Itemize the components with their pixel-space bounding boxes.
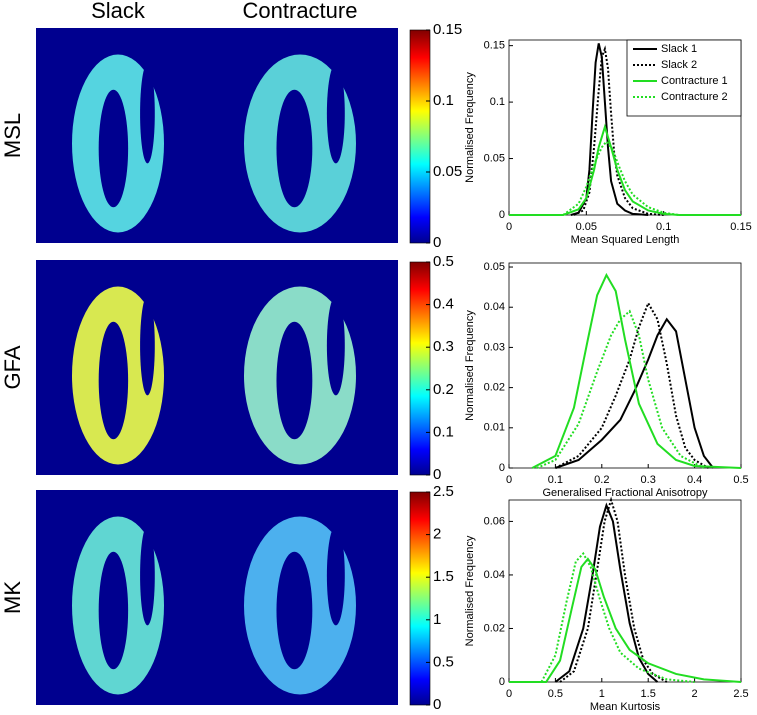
x-tick-label: 0.1 <box>656 221 671 233</box>
colorbar-tick-label: 2 <box>433 526 441 543</box>
colorbar <box>409 29 431 244</box>
series-line <box>540 551 695 683</box>
series-line <box>509 557 742 683</box>
colorbar-tick-label: 0.1 <box>433 423 454 440</box>
series-line <box>562 140 680 216</box>
y-axis-label: Normalised Frequency <box>464 310 476 421</box>
colorbar-tick-label: 0.2 <box>433 381 454 398</box>
x-tick-label: 0.4 <box>687 474 702 486</box>
heart-cavity <box>98 551 129 670</box>
heart-cavity <box>98 89 129 208</box>
legend-label: Contracture 1 <box>661 75 728 87</box>
series-line <box>509 123 741 216</box>
colorbar-tick-label: 0.1 <box>433 92 454 109</box>
y-tick-label: 0.05 <box>484 261 505 273</box>
series-line <box>536 309 705 469</box>
y-tick-label: 0.04 <box>484 301 505 313</box>
y-tick-label: 0.04 <box>484 569 505 581</box>
heart-cavity <box>276 321 313 440</box>
colorbar-tick-label: 1.5 <box>433 568 454 585</box>
x-tick-label: 2 <box>692 688 698 700</box>
heart-cavity <box>276 551 313 670</box>
row-label: MK <box>0 581 25 614</box>
x-tick-label: 0 <box>506 474 512 486</box>
legend <box>626 39 742 117</box>
x-tick-label: 1 <box>599 688 605 700</box>
y-tick-label: 0.05 <box>484 152 505 164</box>
x-tick-label: 0.5 <box>548 688 563 700</box>
heart-cavity <box>326 295 345 396</box>
plot-area <box>508 39 742 216</box>
column-title: Slack <box>91 0 146 23</box>
colorbar-tick-label: 0.5 <box>433 253 454 270</box>
heart-cavity <box>140 525 155 626</box>
y-tick-label: 0 <box>499 209 505 221</box>
legend-label: Contracture 2 <box>661 91 728 103</box>
x-tick-label: 0.2 <box>594 474 609 486</box>
heart-cavity <box>326 525 345 626</box>
row-label: GFA <box>0 345 25 389</box>
y-tick-label: 0.01 <box>484 422 505 434</box>
plot-area <box>508 262 742 469</box>
plot-area <box>508 499 742 683</box>
y-axis-label: Normalised Frequency <box>464 72 476 183</box>
y-tick-label: 0.15 <box>484 40 505 52</box>
colorbar-tick-label: 0 <box>433 234 441 251</box>
colorbar-tick-label: 0 <box>433 696 441 713</box>
x-tick-label: 0 <box>506 221 512 233</box>
colorbar-tick-label: 0 <box>433 466 441 483</box>
colorbar <box>409 491 431 706</box>
column-title: Contracture <box>243 0 358 23</box>
colorbar-tick-label: 0.3 <box>433 338 454 355</box>
y-tick-label: 0 <box>499 462 505 474</box>
series-line <box>555 317 714 469</box>
y-tick-label: 0 <box>499 676 505 688</box>
colorbar <box>409 261 431 476</box>
series-line <box>559 496 668 683</box>
x-axis-label: Mean Squared Length <box>571 234 680 246</box>
colorbar-tick-label: 0.05 <box>433 163 462 180</box>
row-label: MSL <box>0 113 25 158</box>
x-tick-label: 0 <box>506 688 512 700</box>
y-tick-label: 0.02 <box>484 382 505 394</box>
series-line <box>531 272 742 469</box>
y-axis-label: Normalised Frequency <box>464 535 476 646</box>
colorbar-tick-label: 0.5 <box>433 653 454 670</box>
colorbar-tick-label: 0.4 <box>433 296 454 313</box>
x-axis-label: Mean Kurtosis <box>590 701 661 713</box>
x-tick-label: 2.5 <box>733 688 748 700</box>
colorbar-tick-label: 1 <box>433 611 441 628</box>
x-tick-label: 0.1 <box>548 474 563 486</box>
heart-cavity <box>140 63 155 164</box>
x-tick-label: 0.15 <box>730 221 751 233</box>
heart-cavity <box>326 63 345 164</box>
legend-label: Slack 1 <box>661 43 697 55</box>
x-tick-label: 0.5 <box>733 474 748 486</box>
series-line <box>554 502 659 683</box>
y-tick-label: 0.1 <box>490 96 505 108</box>
heart-cavity <box>276 89 313 208</box>
heart-cavity <box>140 295 155 396</box>
x-tick-label: 1.5 <box>641 688 656 700</box>
colorbar-tick-label: 2.5 <box>433 483 454 500</box>
y-tick-label: 0.06 <box>484 515 505 527</box>
y-tick-label: 0.02 <box>484 622 505 634</box>
x-axis-label: Generalised Fractional Anisotropy <box>542 487 708 499</box>
y-tick-label: 0.03 <box>484 341 505 353</box>
x-tick-label: 0.05 <box>576 221 597 233</box>
colorbar-tick-label: 0.15 <box>433 21 462 38</box>
legend-label: Slack 2 <box>661 59 697 71</box>
x-tick-label: 0.3 <box>641 474 656 486</box>
heart-cavity <box>98 321 129 440</box>
